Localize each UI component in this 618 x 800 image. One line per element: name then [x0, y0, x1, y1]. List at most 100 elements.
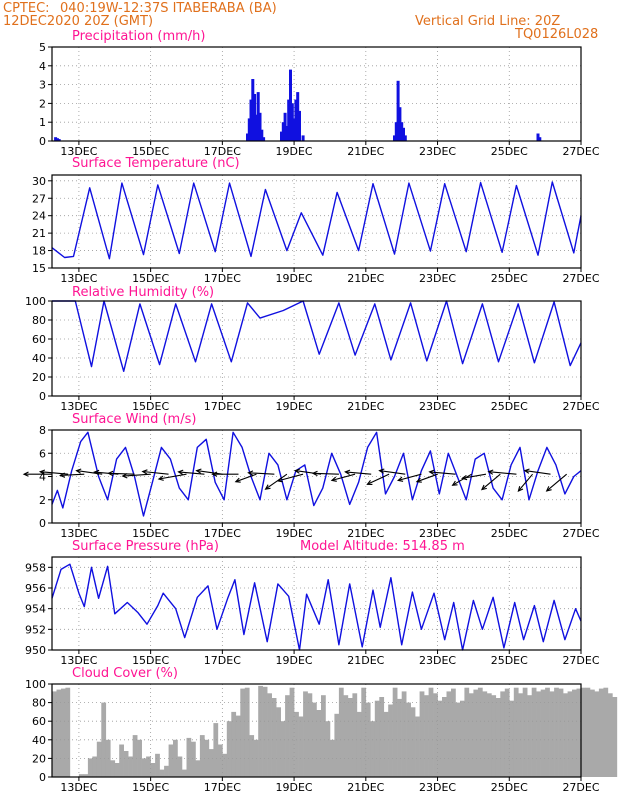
wind-arrow-head	[276, 477, 283, 483]
wind-arrow-shaft	[248, 472, 275, 475]
y-tick-label: 1	[39, 116, 46, 129]
x-tick-label: 25DEC	[491, 527, 528, 540]
plot-frame	[51, 46, 582, 142]
x-tick-label: 27DEC	[562, 272, 599, 285]
y-tick-label: 0	[39, 517, 46, 530]
panel-title: Precipitation (mm/h)	[72, 29, 205, 44]
header-grid-note: Vertical Grid Line: 20Z	[415, 14, 560, 29]
y-tick-label: 15	[32, 262, 46, 275]
cloud-bar	[150, 763, 156, 777]
wind-arrow-shaft	[108, 472, 135, 475]
cloud-bar	[513, 687, 519, 777]
wind-arrow	[461, 473, 487, 481]
precip-bar	[249, 99, 253, 141]
x-tick-label: 13DEC	[60, 400, 97, 413]
wind-arrow-shaft	[235, 473, 257, 483]
cloud-bar	[231, 711, 237, 777]
wind-arrow-head	[344, 469, 351, 475]
precip-bar	[393, 135, 396, 141]
wind-arrow	[366, 473, 390, 485]
wind-arrow	[22, 471, 53, 477]
cloud-bar	[222, 753, 228, 778]
wind-arrow-shaft	[462, 473, 487, 479]
y-tick-label: 100	[25, 678, 46, 691]
cloud-bar	[536, 691, 541, 777]
wind-arrow-head	[487, 469, 494, 475]
cloud-bar	[567, 691, 573, 777]
cloud-bar	[590, 689, 595, 777]
precip-bar	[254, 114, 258, 141]
plot-frame	[51, 300, 582, 397]
cloud-bar	[607, 693, 613, 777]
x-tick-label: 23DEC	[419, 781, 456, 794]
wind-arrow-head	[247, 470, 254, 476]
panels: 0 1 2 3 4 5 13DEC 15DEC 17DEC 19DEC 21DEC 23DEC 25DE…	[22, 29, 618, 794]
wind-arrow-head	[330, 476, 337, 482]
cloud-bar	[146, 756, 151, 777]
x-tick-label: 19DEC	[276, 654, 313, 667]
cloud-bar	[540, 689, 546, 777]
wind-arrow-shaft	[481, 473, 501, 491]
x-tick-label: 21DEC	[347, 527, 384, 540]
cloud-bar	[482, 691, 488, 777]
precip-bar	[251, 79, 255, 141]
wind-arrow-head	[121, 473, 128, 479]
wind-arrow	[177, 469, 205, 475]
cloud-bar	[598, 688, 604, 777]
cloud-bar	[123, 751, 129, 777]
precip-bar	[280, 131, 283, 141]
precip-bar	[290, 103, 294, 141]
wind-arrow-head	[141, 469, 148, 475]
cloud-bar	[56, 689, 62, 777]
wind-arrow	[234, 473, 257, 483]
y-tick-label: 4	[39, 471, 46, 484]
x-tick-label: 15DEC	[132, 145, 169, 158]
cloud-bar	[155, 753, 160, 778]
cloud-bar	[419, 691, 425, 777]
wind-arrow	[517, 473, 534, 492]
y-tick-label: 954	[25, 603, 46, 616]
cloud-bar	[141, 758, 147, 777]
y-tick-label: 21	[32, 227, 46, 240]
cloud-bar	[298, 716, 304, 777]
cloud-bar	[612, 697, 618, 777]
wind-arrow-shaft	[178, 471, 205, 475]
precip-bar	[292, 118, 296, 141]
header-location: 040:19W-12:37S ITABERABA (BA)	[60, 1, 277, 16]
wind-arrow-head	[517, 486, 524, 492]
wind-arrow	[247, 470, 275, 476]
cloud-bar	[455, 702, 461, 777]
precip-bar	[398, 107, 402, 141]
precip-bar	[394, 122, 398, 141]
wind-arrow	[378, 468, 406, 475]
precip-bar	[262, 137, 266, 141]
cloud-bar	[204, 739, 210, 777]
cloud-bar	[594, 691, 600, 777]
wind-arrow	[396, 473, 422, 482]
series-line	[52, 300, 582, 372]
x-tick-label: 15DEC	[132, 272, 169, 285]
x-tick-label: 15DEC	[132, 400, 169, 413]
wind-arrow-head	[428, 469, 435, 475]
precip-bar	[301, 135, 305, 141]
cloud-bar	[460, 700, 465, 777]
wind-arrow-shaft	[331, 473, 356, 481]
x-tick-label: 21DEC	[347, 272, 384, 285]
cloud-bar	[504, 688, 510, 777]
y-tick-label: 0	[39, 390, 46, 403]
cloud-bar	[173, 739, 178, 777]
x-tick-label: 25DEC	[491, 781, 528, 794]
cloud-bar	[267, 693, 272, 777]
cloud-bar	[572, 689, 577, 777]
cloud-bar	[195, 760, 201, 777]
precip-bar	[296, 92, 300, 141]
wind-arrow-head	[311, 470, 318, 477]
cloud-bar	[168, 744, 174, 777]
cloud-bar	[518, 693, 523, 777]
cloud-bar	[424, 695, 429, 777]
cloud-bar	[442, 697, 447, 777]
wind-arrow-head	[378, 468, 385, 474]
cloud-bar	[428, 687, 434, 777]
cloud-bar	[446, 691, 452, 777]
